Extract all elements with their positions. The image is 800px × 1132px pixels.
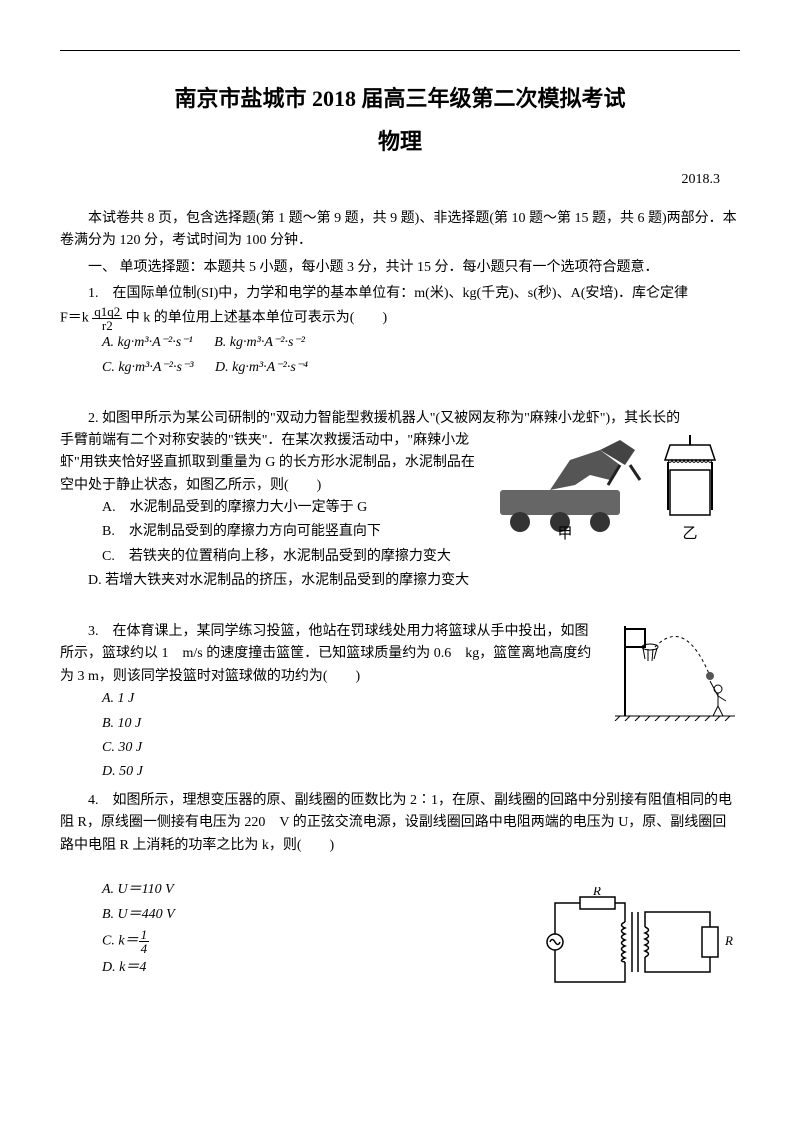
question-2: 2. 如图甲所示为某公司研制的"双动力智能型救援机器人"(又被网友称为"麻辣小龙… (60, 408, 740, 595)
question-1: 1. 在国际单位制(SI)中，力学和电学的基本单位有：m(米)、kg(千克)、s… (60, 283, 740, 381)
q1-opt-c: C. kg·m³·A⁻²·s⁻³ (102, 357, 194, 379)
q4-c-num: 1 (139, 928, 150, 942)
top-rule (60, 50, 740, 51)
q1-formula-line: F＝k q1q2 r2 中 k 的单位用上述基本单位可表示为( ) (60, 305, 740, 332)
q2-label-jia: 甲 (557, 526, 572, 540)
q3-opt-d: D. 50 J (102, 761, 740, 783)
robot-icon (500, 440, 640, 532)
q1-opt-b: B. kg·m³·A⁻²·s⁻² (214, 332, 305, 354)
q4-opt-c-pre: C. k＝ (102, 934, 139, 949)
q2-figure: 甲 乙 (490, 430, 740, 540)
q1-formula-right: 中 k 的单位用上述基本单位可表示为( ) (126, 311, 387, 326)
q1-stem: 1. 在国际单位制(SI)中，力学和电学的基本单位有：m(米)、kg(千克)、s… (60, 283, 740, 305)
q3-figure (610, 621, 740, 721)
q2-opt-d: D. 若增大铁夹对水泥制品的挤压，水泥制品受到的摩擦力变大 (60, 570, 740, 592)
q4-r-left: R (592, 887, 601, 898)
exam-title: 南京市盐城市 2018 届高三年级第二次模拟考试 (60, 81, 740, 116)
question-3: 3. 在体育课上，某同学练习投篮，他站在罚球线处用力将篮球从手中投出，如图所示，… (60, 621, 740, 786)
clamp-icon (665, 435, 715, 515)
question-4: 4. 如图所示，理想变压器的原、副线圈的匝数比为 2∶1，在原、副线圈的回路中分… (60, 790, 740, 1008)
q2-stem-l1: 2. 如图甲所示为某公司研制的"双动力智能型救援机器人"(又被网友称为"麻辣小龙… (60, 408, 740, 430)
exam-subject: 物理 (60, 124, 740, 159)
q4-r-right: R (724, 933, 733, 948)
q1-options: A. kg·m³·A⁻²·s⁻¹ B. kg·m³·A⁻²·s⁻² C. kg·… (60, 332, 740, 381)
q2-opt-c: C. 若铁夹的位置稍向上移，水泥制品受到的摩擦力变大 (102, 546, 740, 568)
transformer-icon: R R (547, 887, 733, 982)
q1-fraction: q1q2 r2 (92, 305, 122, 332)
q1-frac-den: r2 (92, 319, 122, 332)
basketball-icon (615, 626, 735, 721)
exam-date: 2018.3 (60, 169, 740, 191)
q2-label-yi: 乙 (682, 526, 697, 540)
q3-opt-c: C. 30 J (102, 737, 740, 759)
q4-opt-c-frac: 14 (139, 928, 150, 955)
q1-opt-a: A. kg·m³·A⁻²·s⁻¹ (102, 332, 193, 354)
section-1-header: 一、 单项选择题：本题共 5 小题，每小题 3 分，共计 15 分．每小题只有一… (60, 257, 740, 279)
q4-figure: R R (540, 887, 740, 1007)
q4-stem: 4. 如图所示，理想变压器的原、副线圈的匝数比为 2∶1，在原、副线圈的回路中分… (60, 790, 740, 857)
q1-formula-left: F＝k (60, 311, 89, 326)
q4-c-den: 4 (139, 942, 150, 955)
intro-paragraph: 本试卷共 8 页，包含选择题(第 1 题～第 9 题，共 9 题)、非选择题(第… (60, 208, 740, 253)
q1-opt-d: D. kg·m³·A⁻²·s⁻⁴ (215, 357, 308, 379)
q1-frac-num: q1q2 (92, 305, 122, 319)
